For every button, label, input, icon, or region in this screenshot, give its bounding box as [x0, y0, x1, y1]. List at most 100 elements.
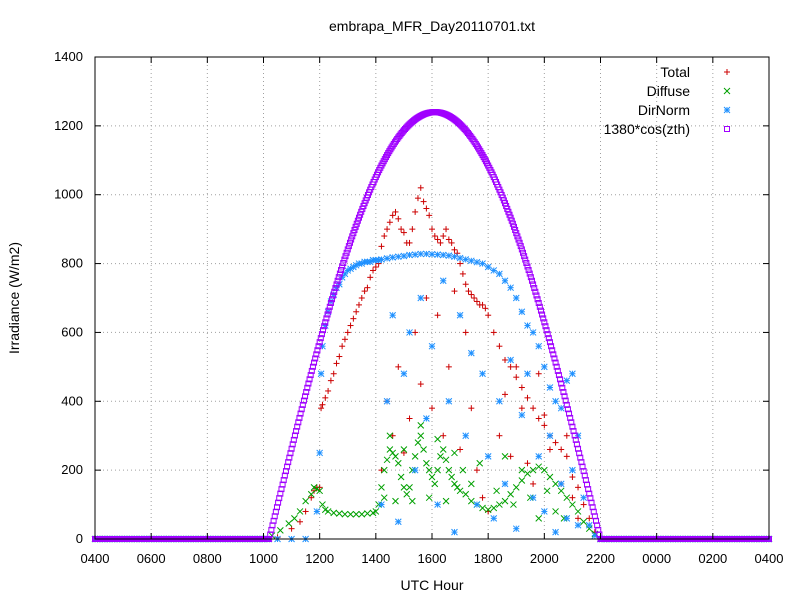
data-point — [532, 288, 539, 295]
data-point — [308, 367, 315, 374]
data-point — [338, 267, 345, 274]
data-point — [305, 380, 312, 387]
data-point — [295, 419, 302, 426]
data-point — [394, 253, 402, 261]
data-point — [518, 246, 525, 253]
data-point — [546, 473, 554, 481]
data-point — [398, 226, 405, 233]
data-point — [344, 246, 351, 253]
data-point — [350, 315, 357, 322]
legend-marker — [724, 126, 730, 132]
data-point — [423, 295, 430, 301]
data-point — [285, 520, 293, 527]
data-point — [507, 284, 514, 292]
data-point — [451, 288, 458, 295]
data-point — [318, 331, 325, 338]
data-point — [465, 288, 472, 295]
x-axis-title: UTC Hour — [400, 577, 463, 593]
data-point — [462, 329, 469, 336]
data-point — [294, 423, 301, 430]
data-point — [354, 217, 361, 224]
data-point — [533, 292, 540, 299]
data-point — [467, 480, 475, 488]
data-point — [535, 514, 543, 522]
data-point — [428, 473, 436, 481]
data-point — [558, 380, 565, 387]
data-point — [420, 198, 427, 205]
data-point — [307, 490, 315, 498]
data-point — [535, 415, 542, 422]
data-point — [445, 236, 452, 243]
data-point — [380, 466, 388, 474]
data-point — [321, 323, 328, 330]
data-point — [485, 312, 492, 319]
data-point — [512, 294, 520, 302]
data-point — [372, 508, 380, 515]
y-tick-label: 1200 — [54, 118, 83, 133]
data-point — [335, 274, 342, 281]
y-tick-label: 800 — [61, 256, 83, 271]
data-point — [350, 230, 357, 237]
data-point — [319, 401, 326, 408]
data-point — [314, 347, 321, 354]
data-point — [456, 254, 464, 262]
data-point — [411, 453, 419, 460]
data-point — [400, 252, 408, 260]
data-point — [544, 331, 551, 338]
data-point — [541, 319, 548, 326]
data-point — [501, 497, 509, 505]
data-point — [501, 453, 509, 460]
data-point — [557, 480, 565, 488]
data-point — [459, 270, 466, 277]
data-point — [512, 525, 520, 533]
data-point — [364, 510, 371, 517]
chart-title: embrapa_MFR_Day20110701.txt — [329, 18, 535, 34]
data-point — [529, 494, 537, 502]
data-point — [347, 322, 354, 329]
data-point — [412, 208, 419, 215]
data-point — [569, 466, 576, 474]
data-point — [380, 494, 388, 502]
data-point — [541, 412, 548, 419]
data-point — [546, 446, 553, 453]
data-point — [327, 377, 334, 384]
data-point — [282, 468, 289, 475]
data-point — [297, 410, 304, 417]
data-point — [323, 315, 330, 322]
data-point — [471, 295, 478, 301]
data-point — [316, 339, 323, 346]
y-tick-label: 1400 — [54, 49, 83, 64]
data-point — [341, 510, 349, 518]
data-point — [555, 372, 562, 379]
data-point — [456, 487, 464, 495]
data-point — [552, 439, 559, 446]
data-point — [378, 501, 385, 508]
data-point — [524, 470, 531, 477]
data-point — [378, 243, 385, 250]
data-point — [315, 343, 322, 350]
data-point — [370, 267, 377, 274]
data-point — [288, 445, 295, 452]
data-point — [330, 509, 338, 517]
data-point — [467, 497, 475, 505]
data-point — [551, 355, 558, 362]
data-point — [429, 405, 435, 412]
data-point — [324, 508, 332, 515]
data-point — [417, 184, 424, 191]
data-point — [431, 480, 439, 488]
data-point — [468, 291, 475, 298]
data-point — [308, 494, 315, 501]
data-point — [541, 422, 548, 429]
legend-marker — [723, 87, 731, 95]
data-point — [439, 277, 447, 285]
data-point — [517, 243, 524, 250]
data-point — [519, 249, 526, 256]
data-point — [552, 359, 559, 366]
data-point — [552, 508, 559, 515]
data-point — [304, 384, 311, 391]
data-point — [484, 506, 492, 514]
data-point — [442, 497, 450, 505]
data-point — [303, 389, 310, 396]
data-point — [448, 239, 455, 246]
data-point — [479, 260, 486, 267]
